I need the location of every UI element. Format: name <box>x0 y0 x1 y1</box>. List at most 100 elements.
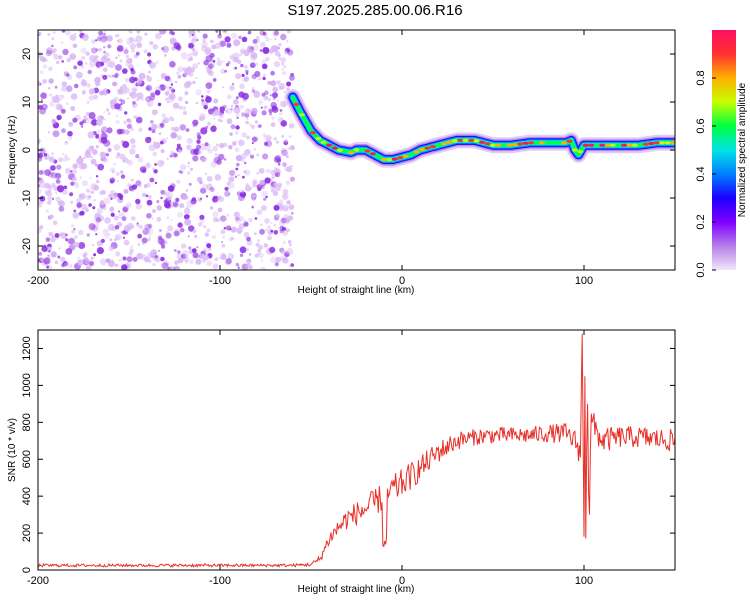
noise-speckle <box>138 72 146 80</box>
noise-speckle <box>204 48 211 55</box>
noise-speckle <box>189 259 194 265</box>
noise-speckle <box>146 213 152 219</box>
noise-speckle <box>183 207 191 215</box>
noise-speckle <box>51 152 54 155</box>
noise-speckle <box>235 113 240 117</box>
noise-speckle <box>95 175 99 178</box>
noise-speckle <box>99 191 102 194</box>
noise-speckle <box>61 30 66 33</box>
noise-speckle <box>259 228 265 235</box>
noise-speckle <box>56 114 62 121</box>
noise-speckle <box>270 70 275 76</box>
noise-speckle <box>48 87 51 90</box>
noise-speckle <box>150 92 156 97</box>
noise-speckle <box>273 60 281 68</box>
noise-speckle <box>284 139 289 143</box>
noise-speckle <box>167 101 169 104</box>
noise-speckle <box>233 99 239 105</box>
noise-speckle <box>119 196 123 200</box>
noise-speckle <box>154 255 158 259</box>
noise-speckle <box>164 85 168 89</box>
noise-speckle <box>272 30 279 37</box>
ridge-hotspot <box>419 147 425 152</box>
noise-speckle <box>109 167 116 173</box>
noise-speckle <box>278 42 282 47</box>
noise-speckle <box>158 249 161 252</box>
noise-speckle <box>255 90 259 93</box>
noise-speckle <box>272 45 279 52</box>
noise-speckle <box>232 141 237 146</box>
noise-speckle <box>69 53 77 60</box>
ridge-hotspot <box>495 143 502 147</box>
noise-speckle <box>226 94 232 100</box>
noise-speckle <box>168 95 172 100</box>
noise-speckle <box>93 199 96 202</box>
noise-speckle <box>123 239 130 246</box>
noise-speckle <box>38 170 44 175</box>
noise-speckle <box>124 158 130 164</box>
noise-speckle <box>262 64 267 68</box>
noise-speckle <box>270 229 274 233</box>
noise-speckle <box>246 248 249 251</box>
noise-speckle <box>254 70 261 78</box>
ridge-hotspot <box>555 141 562 145</box>
noise-speckle <box>81 204 88 211</box>
ridge-hotspot <box>446 140 453 144</box>
noise-speckle <box>228 252 231 255</box>
noise-speckle <box>280 33 287 41</box>
noise-speckle <box>109 177 116 183</box>
noise-speckle <box>274 37 277 41</box>
noise-speckle <box>147 52 152 57</box>
noise-speckle <box>235 73 242 80</box>
noise-speckle <box>149 120 154 124</box>
noise-speckle <box>146 86 150 91</box>
noise-speckle <box>286 248 294 256</box>
noise-speckle <box>56 185 65 193</box>
ridge-hotspot <box>429 145 436 149</box>
snr-x-tick-label: 100 <box>575 575 593 587</box>
noise-speckle <box>245 120 249 125</box>
noise-speckle <box>233 39 241 47</box>
snr-y-tick-label: 0 <box>21 567 33 573</box>
noise-speckle <box>57 255 61 259</box>
noise-speckle <box>136 92 144 100</box>
noise-speckle <box>281 100 288 107</box>
snr-y-tick-label: 400 <box>21 487 33 505</box>
noise-speckle <box>250 46 254 51</box>
noise-speckle <box>125 54 129 58</box>
noise-speckle <box>111 74 115 78</box>
noise-speckle <box>288 243 292 247</box>
ridge-hotspot <box>457 138 464 142</box>
noise-speckle <box>237 266 240 269</box>
noise-speckle <box>88 88 96 95</box>
noise-speckle <box>281 68 284 71</box>
noise-speckle <box>168 78 172 83</box>
noise-speckle <box>175 80 178 84</box>
noise-speckle <box>163 260 170 267</box>
noise-speckle <box>257 239 260 243</box>
noise-speckle <box>55 196 61 202</box>
noise-speckle <box>80 47 87 54</box>
colorbar-tick-label: 0.2 <box>695 214 707 229</box>
noise-speckle <box>137 156 144 163</box>
noise-speckle <box>135 203 142 210</box>
noise-speckle <box>219 142 225 149</box>
noise-speckle <box>91 244 95 247</box>
ridge-hotspot <box>517 142 524 146</box>
noise-speckle <box>270 122 276 127</box>
noise-speckle <box>161 47 165 51</box>
noise-speckle <box>38 251 43 256</box>
noise-speckle <box>152 44 158 50</box>
noise-speckle <box>215 30 219 33</box>
colorbar-tick-label: 0.6 <box>695 118 707 133</box>
noise-speckle <box>255 242 260 247</box>
noise-speckle <box>188 225 195 232</box>
noise-speckle <box>223 158 227 161</box>
noise-speckle <box>89 55 96 62</box>
noise-speckle <box>190 148 197 155</box>
noise-speckle <box>47 32 51 36</box>
noise-speckle <box>157 102 162 107</box>
noise-speckle <box>151 217 154 220</box>
noise-speckle <box>246 236 251 242</box>
noise-speckle <box>262 47 270 54</box>
